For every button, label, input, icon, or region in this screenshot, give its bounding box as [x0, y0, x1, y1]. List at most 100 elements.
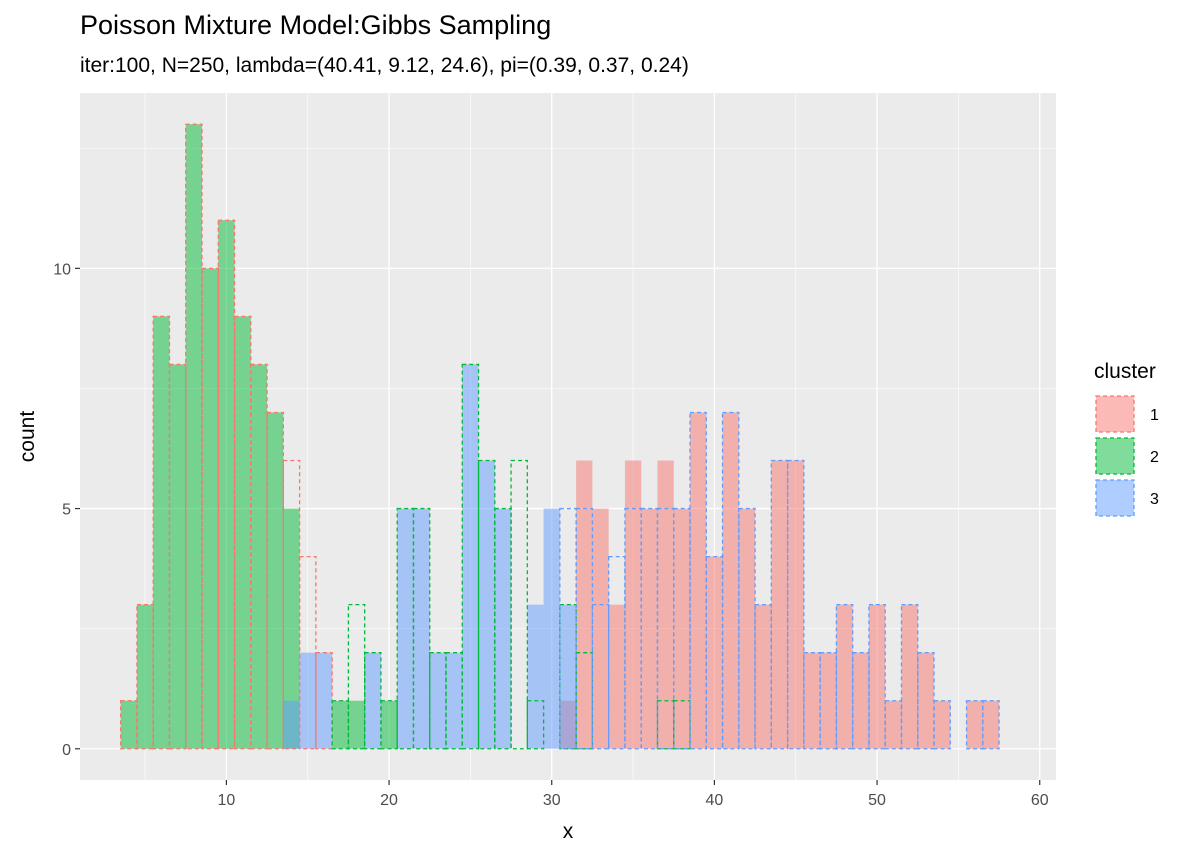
chart-title: Poisson Mixture Model:Gibbs Sampling — [80, 10, 552, 40]
x-tick-label: 50 — [868, 792, 886, 809]
bar-cluster-1 — [852, 652, 869, 749]
chart-subtitle: iter:100, N=250, lambda=(40.41, 9.12, 24… — [80, 54, 689, 77]
bar-cluster-1 — [592, 508, 609, 749]
bar-outline-cluster-3 — [965, 700, 984, 750]
bar-outline-cluster-2 — [477, 459, 496, 750]
y-axis-title: count — [16, 411, 39, 463]
bar-cluster-3 — [283, 700, 300, 749]
y-tick-label: 0 — [62, 742, 71, 759]
bar-cluster-1 — [771, 460, 788, 749]
x-tick-label: 30 — [543, 792, 561, 809]
bar-cluster-2 — [218, 220, 235, 749]
bar-cluster-2 — [120, 700, 137, 749]
bar-cluster-3 — [559, 604, 577, 749]
bar-cluster-1 — [868, 604, 886, 749]
y-tick-label: 10 — [53, 261, 71, 278]
bar-outline-cluster-1 — [282, 459, 301, 750]
bar-cluster-1 — [657, 460, 674, 749]
bar-outline-cluster-3 — [786, 459, 805, 750]
bar-outline-cluster-3 — [754, 603, 772, 750]
bar-cluster-3 — [364, 652, 381, 749]
legend-title: cluster — [1094, 360, 1156, 383]
bar-outline-cluster-3 — [770, 459, 789, 750]
bar-cluster-1 — [722, 412, 739, 749]
bar-outlines — [120, 123, 1000, 750]
x-tick-label: 10 — [218, 792, 236, 809]
bar-outline-cluster-1 — [136, 603, 154, 750]
bar-cluster-3 — [543, 508, 560, 749]
bar-outline-cluster-3 — [982, 700, 1000, 750]
bar-fills — [120, 124, 1000, 749]
bar-cluster-2 — [267, 412, 284, 749]
bar-outline-cluster-3 — [933, 700, 951, 750]
bar-cluster-1 — [608, 604, 625, 749]
bar-outline-cluster-3 — [884, 700, 903, 750]
axis-ticks: 10 20 30 40 50 60 0 5 10 — [53, 261, 1049, 809]
legend-label-3: 3 — [1150, 491, 1159, 508]
bar-outline-cluster-1 — [201, 267, 219, 750]
bar-outline-cluster-3 — [673, 507, 691, 750]
bar-outline-cluster-1 — [250, 363, 268, 750]
bar-cluster-1 — [901, 604, 918, 749]
bar-cluster-3 — [429, 652, 446, 749]
bar-cluster-1 — [836, 604, 853, 749]
y-tick-label: 5 — [62, 502, 71, 519]
bar-cluster-3 — [527, 604, 544, 749]
bar-cluster-1 — [641, 508, 658, 749]
bar-cluster-2 — [332, 700, 349, 749]
bar-cluster-1 — [982, 700, 1000, 749]
bar-cluster-3 — [494, 508, 512, 749]
bar-outline-cluster-2 — [461, 363, 480, 750]
bar-cluster-3 — [397, 508, 414, 749]
bar-outline-cluster-1 — [120, 700, 138, 750]
bar-cluster-3 — [446, 652, 463, 749]
bar-cluster-2 — [169, 364, 186, 749]
bar-cluster-3 — [299, 652, 316, 749]
bar-cluster-2 — [185, 124, 202, 749]
bar-outline-cluster-1 — [185, 123, 203, 750]
bar-outline-cluster-3 — [835, 603, 854, 750]
bar-cluster-1 — [917, 652, 934, 749]
bar-outline-cluster-2 — [526, 700, 545, 750]
bar-cluster-2 — [380, 700, 398, 749]
bar-outline-cluster-2 — [380, 700, 398, 750]
legend-key-1 — [1095, 395, 1135, 433]
bar-outline-cluster-2 — [331, 700, 350, 750]
bar-outline-cluster-1 — [168, 363, 187, 750]
x-tick-label: 40 — [706, 792, 724, 809]
bar-outline-cluster-2 — [412, 507, 431, 750]
bar-cluster-1 — [576, 460, 593, 749]
bar-outline-cluster-2 — [656, 700, 675, 750]
bar-cluster-3 — [478, 460, 495, 749]
legend-label-1: 1 — [1150, 407, 1159, 424]
bar-cluster-2 — [136, 604, 154, 749]
bar-cluster-1 — [820, 652, 837, 749]
legend-key-2 — [1095, 437, 1135, 475]
bar-outline-cluster-3 — [608, 555, 626, 750]
bar-cluster-3 — [413, 508, 430, 749]
bar-outline-cluster-1 — [266, 411, 284, 750]
bar-cluster-3 — [315, 652, 333, 749]
bar-cluster-2 — [250, 364, 268, 749]
bar-cluster-2 — [348, 700, 365, 749]
bar-cluster-2 — [202, 268, 219, 749]
legend: cluster 1 2 3 — [1094, 360, 1159, 517]
bar-cluster-1 — [738, 508, 756, 749]
bar-outline-cluster-2 — [494, 507, 512, 750]
x-tick-label: 60 — [1031, 792, 1049, 809]
bar-cluster-2 — [283, 508, 300, 749]
bar-cluster-1 — [673, 508, 690, 749]
bar-outline-cluster-2 — [510, 459, 528, 750]
bar-cluster-1 — [690, 412, 707, 749]
x-axis-title: x — [563, 820, 574, 843]
bar-cluster-2 — [234, 316, 251, 749]
bar-cluster-1 — [706, 556, 723, 749]
bar-outline-cluster-2 — [347, 603, 366, 750]
bar-cluster-1 — [624, 460, 642, 749]
bar-cluster-1 — [755, 604, 772, 749]
bar-cluster-1 — [787, 460, 804, 749]
bar-cluster-1 — [803, 652, 821, 749]
bar-outline-cluster-3 — [900, 603, 919, 750]
bar-cluster-1 — [934, 700, 951, 749]
